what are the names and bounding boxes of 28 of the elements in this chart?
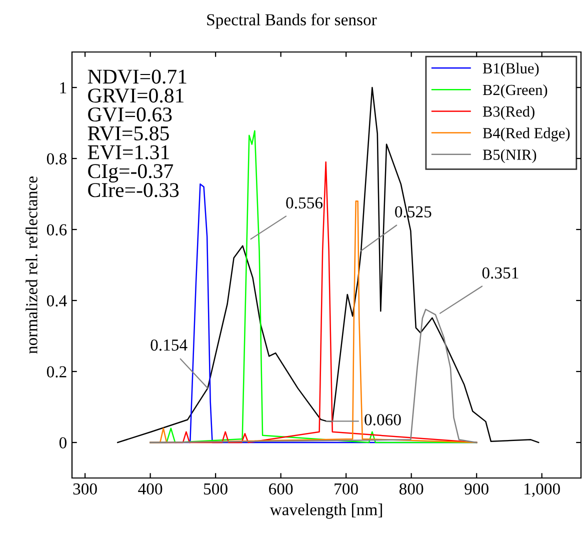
- x-tick-label: 900: [464, 483, 488, 495]
- annotation: NDVI=0.71 GRVI=0.81 GVI=0.63 RVI=5.85 EVI=1.31 CIg=-0.37 CIre=-0.33: [88, 70, 186, 198]
- legend-label: B1(Blue): [482, 62, 539, 77]
- x-tick-label: 500: [204, 483, 228, 495]
- y-tick-label: 0.2: [46, 366, 66, 378]
- x-tick-label: 800: [399, 483, 424, 495]
- chart-title: Spectral Bands for sensor: [207, 14, 377, 29]
- y-tick-label: 0.6: [46, 224, 67, 236]
- legend-label: B5(NIR): [482, 149, 536, 164]
- y-axis-title: normalized rel. reflectance: [25, 176, 38, 354]
- x-tick-label: 1,000: [524, 483, 560, 497]
- y-tick-label: 0.4: [46, 295, 67, 307]
- annotation: 0.154: [150, 339, 188, 351]
- y-tick-label: 0.8: [46, 153, 67, 165]
- y-tick-label: 0: [59, 437, 67, 448]
- legend-label: B3(Red): [482, 106, 534, 120]
- legend-label: B2(Green): [482, 84, 548, 98]
- legend-label: B4(Red Edge): [482, 128, 570, 142]
- annotation: 0.351: [482, 267, 518, 279]
- x-tick-label: 600: [269, 483, 293, 495]
- line-series: [150, 308, 478, 444]
- x-tick-label: 300: [73, 483, 97, 495]
- x-axis-title: wavelength [nm]: [270, 504, 382, 519]
- annotation: 0.060: [364, 414, 401, 426]
- annotation: 0.556: [286, 197, 323, 209]
- x-tick-label: 400: [138, 483, 162, 495]
- x-tick-label: 700: [334, 483, 358, 495]
- y-tick-label: 1: [60, 82, 66, 94]
